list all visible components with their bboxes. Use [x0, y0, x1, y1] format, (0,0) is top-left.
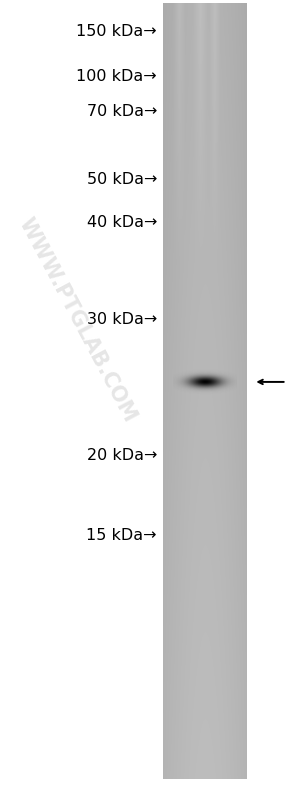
Text: 20 kDa→: 20 kDa→: [87, 448, 157, 463]
Text: 70 kDa→: 70 kDa→: [87, 105, 157, 119]
Text: 30 kDa→: 30 kDa→: [87, 312, 157, 327]
Text: WWW.PTGLAB.COM: WWW.PTGLAB.COM: [15, 214, 140, 425]
Text: 15 kDa→: 15 kDa→: [86, 528, 157, 543]
Text: 40 kDa→: 40 kDa→: [87, 215, 157, 229]
Text: 150 kDa→: 150 kDa→: [76, 25, 157, 39]
Text: 100 kDa→: 100 kDa→: [76, 70, 157, 84]
Text: 50 kDa→: 50 kDa→: [87, 173, 157, 187]
